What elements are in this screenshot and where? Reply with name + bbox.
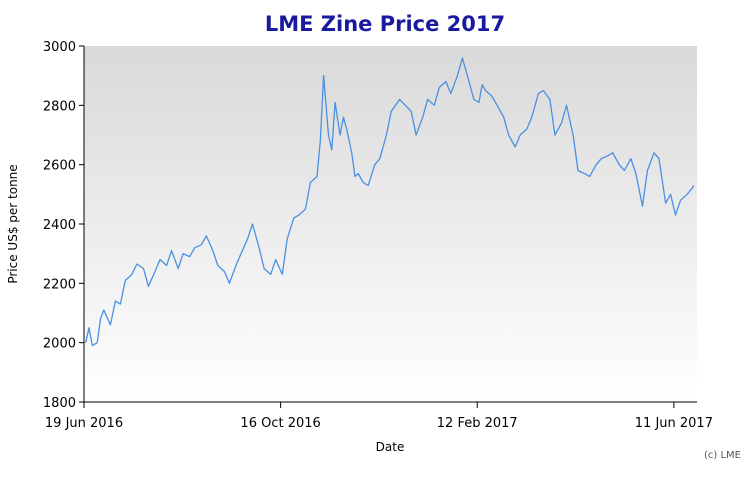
x-tick-label: 12 Feb 2017 bbox=[437, 416, 518, 431]
x-axis-ticks: 19 Jun 2016 16 Oct 2016 12 Feb 2017 11 Jun … bbox=[45, 402, 713, 431]
x-tick-label: 16 Oct 2016 bbox=[240, 416, 320, 431]
y-tick-label: 2200 bbox=[43, 277, 76, 292]
plot-area bbox=[84, 46, 697, 402]
x-tick-label: 19 Jun 2016 bbox=[45, 416, 123, 431]
x-tick-label: 11 Jun 2017 bbox=[635, 416, 713, 431]
y-tick-label: 2400 bbox=[43, 218, 76, 233]
y-tick-label: 3000 bbox=[43, 40, 76, 55]
y-axis-ticks: 1800 2000 2200 2400 2600 2800 3000 bbox=[43, 40, 84, 411]
y-tick-label: 2000 bbox=[43, 337, 76, 352]
y-axis-title: Price US$ per tonne bbox=[6, 164, 20, 283]
y-tick-label: 1800 bbox=[43, 396, 76, 411]
y-tick-label: 2800 bbox=[43, 99, 76, 114]
chart-title: LME Zine Price 2017 bbox=[265, 12, 505, 36]
zinc-price-line bbox=[85, 57, 695, 347]
y-tick-label: 2600 bbox=[43, 159, 76, 174]
copyright-credit: (c) LME bbox=[704, 450, 741, 461]
x-axis-title: Date bbox=[376, 440, 405, 454]
